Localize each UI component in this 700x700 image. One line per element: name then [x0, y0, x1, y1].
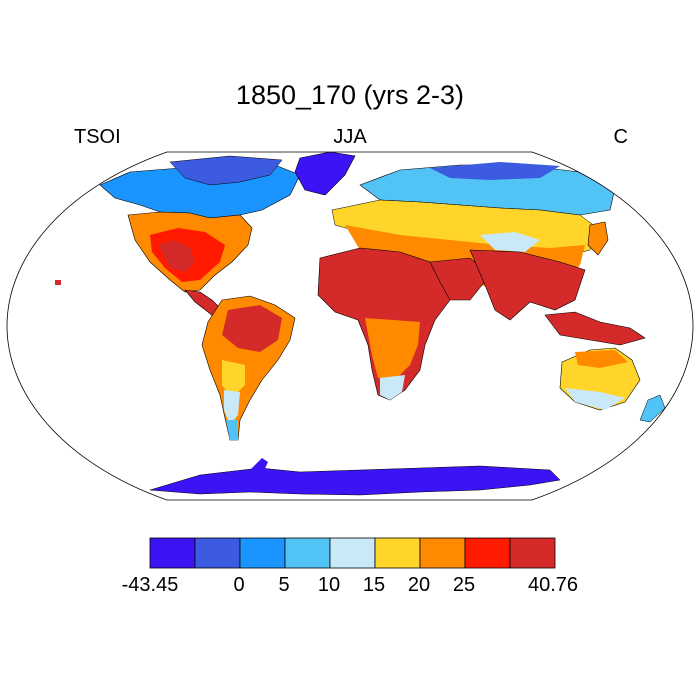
colorbar: [149, 537, 556, 569]
colorbar-tick-label: 0: [233, 574, 245, 596]
land-australia-south: [565, 388, 625, 410]
colorbar-swatch: [464, 537, 511, 569]
colorbar-tick-label: 10: [317, 574, 341, 596]
map-border: [6, 151, 694, 501]
land-indonesia: [544, 311, 646, 346]
land-north-america-arctic: [169, 155, 283, 186]
land-south-america-mild: [222, 360, 245, 398]
land-antarctica: [149, 465, 561, 496]
colorbar-swatch: [239, 537, 286, 569]
season-label: JJA: [333, 126, 367, 148]
colorbar-swatch: [374, 537, 421, 569]
land-south-america-cool: [224, 390, 240, 425]
colorbar-swatch: [509, 537, 556, 569]
land-india-asia: [469, 249, 586, 321]
colorbar-tick-label: 25: [452, 574, 476, 596]
colorbar-tick-label: 20: [407, 574, 431, 596]
plot-title: 1850_170 (yrs 2-3): [235, 80, 465, 110]
units-label: C: [613, 126, 628, 148]
land-australia-north: [575, 350, 628, 368]
variable-label: TSOI: [74, 126, 121, 148]
land-antarctica-peninsula: [250, 458, 268, 475]
colorbar-swatch: [419, 537, 466, 569]
land-greenland: [294, 152, 356, 196]
colorbar-swatch: [149, 537, 196, 569]
map-land: [55, 152, 666, 496]
land-north-america-hot: [158, 240, 195, 272]
colorbar-swatch: [194, 537, 241, 569]
colorbar-max-label: 40.76: [527, 574, 579, 596]
land-new-zealand: [639, 394, 666, 423]
land-south-america-cold: [226, 420, 238, 440]
colorbar-tick-label: 15: [362, 574, 386, 596]
land-japan: [587, 221, 609, 256]
colorbar-swatch: [284, 537, 331, 569]
colorbar-swatch: [329, 537, 376, 569]
land-hawaii: [55, 280, 61, 285]
land-africa-south: [365, 318, 420, 380]
land-arabia: [429, 257, 491, 301]
land-tibet: [480, 232, 540, 252]
colorbar-tick-label: 5: [278, 574, 290, 596]
colorbar-min-label: -43.45: [121, 574, 179, 596]
land-eurasia-arctic: [430, 162, 560, 180]
land-africa-tip: [380, 375, 405, 400]
land-south-america-hot: [222, 305, 282, 352]
